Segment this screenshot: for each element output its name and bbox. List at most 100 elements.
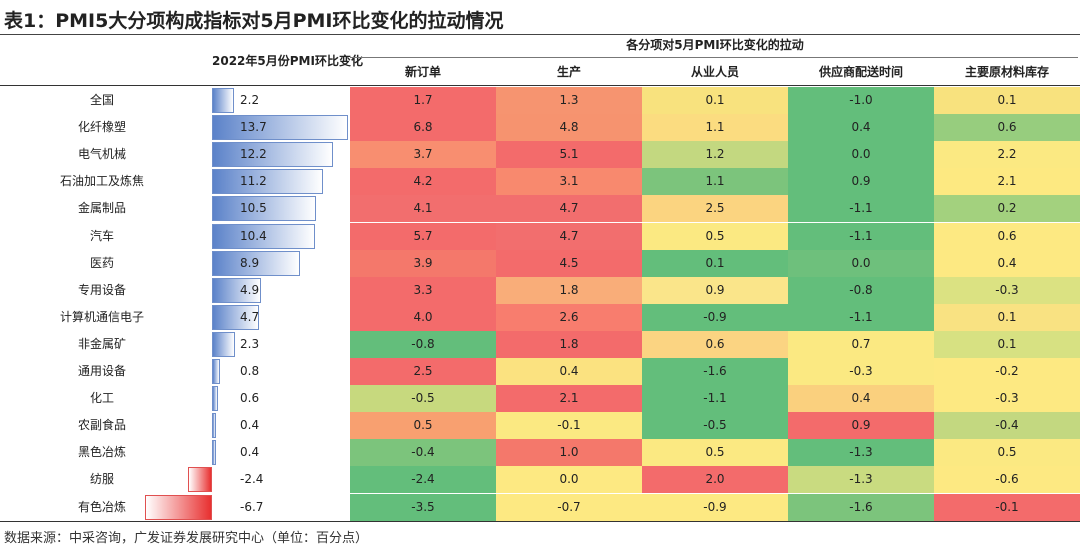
cell-new-orders: 6.8: [350, 114, 496, 142]
table-row: 黑色冶炼 0.4 -0.4 1.0 0.5 -1.3 0.5: [0, 439, 1080, 467]
cell-supplier-delivery: 0.0: [788, 141, 934, 169]
cell-raw-material-inventory: -0.3: [934, 276, 1080, 304]
row-category-label: 金属制品: [77, 201, 126, 216]
table-row: 金属制品 10.5 4.1 4.7 2.5 -1.1 0.2: [0, 195, 1080, 223]
header-divider: [0, 85, 1080, 86]
cell-supplier-delivery: 0.9: [788, 168, 934, 196]
pmi-change-bar: [188, 467, 212, 493]
cell-new-orders: -0.4: [350, 439, 496, 467]
cell-employment: -0.5: [642, 412, 788, 440]
cell-production: 1.8: [496, 330, 642, 358]
cell-production: 2.1: [496, 385, 642, 413]
pmi-change-bar: [212, 440, 216, 466]
row-category-label: 石油加工及炼焦: [59, 174, 144, 189]
cell-employment: 0.5: [642, 222, 788, 250]
cell-raw-material-inventory: 0.2: [934, 195, 1080, 223]
row-category-label: 非金属矿: [77, 336, 126, 351]
cell-employment: 0.6: [642, 330, 788, 358]
cell-supplier-delivery: 0.9: [788, 412, 934, 440]
cell-production: 4.7: [496, 222, 642, 250]
cell-raw-material-inventory: 0.6: [934, 222, 1080, 250]
pmi-change-value: 0.8: [240, 364, 260, 378]
cell-employment: 1.1: [642, 168, 788, 196]
cell-new-orders: 4.0: [350, 303, 496, 331]
pmi-change-bar: [145, 494, 212, 520]
cell-supplier-delivery: -1.1: [788, 195, 934, 223]
pmi-change-value: 8.9: [240, 255, 260, 270]
cell-raw-material-inventory: 0.1: [934, 87, 1080, 114]
cell-new-orders: 0.5: [350, 412, 496, 440]
cell-employment: -1.6: [642, 358, 788, 385]
table-row: 医药 8.9 3.9 4.5 0.1 0.0 0.4: [0, 249, 1080, 277]
cell-employment: 2.5: [642, 195, 788, 223]
cell-raw-material-inventory: 0.1: [934, 330, 1080, 358]
cell-raw-material-inventory: -0.6: [934, 466, 1080, 494]
row-category-label: 全国: [89, 93, 114, 107]
table-row: 化纤橡塑 13.7 6.8 4.8 1.1 0.4 0.6: [0, 114, 1080, 142]
pmi-change-bar: [212, 115, 348, 141]
cell-supplier-delivery: -0.3: [788, 358, 934, 385]
cell-raw-material-inventory: 2.2: [934, 141, 1080, 169]
cell-new-orders: 2.5: [350, 358, 496, 385]
cell-supplier-delivery: -1.3: [788, 439, 934, 467]
cell-new-orders: 5.7: [350, 222, 496, 250]
table-row: 农副食品 0.4 0.5 -0.1 -0.5 0.9 -0.4: [0, 412, 1080, 440]
pmi-change-value: 4.7: [240, 309, 260, 324]
row-category-label: 汽车: [89, 228, 114, 243]
cell-supplier-delivery: -1.1: [788, 222, 934, 250]
pmi-change-bar: [212, 88, 234, 113]
table-row: 专用设备 4.9 3.3 1.8 0.9 -0.8 -0.3: [0, 276, 1080, 304]
cell-supplier-delivery: 0.0: [788, 249, 934, 277]
cell-supplier-delivery: -1.1: [788, 303, 934, 331]
cell-production: -0.7: [496, 493, 642, 521]
cell-employment: 1.2: [642, 141, 788, 169]
cell-production: 1.3: [496, 87, 642, 114]
row-category-label: 专用设备: [77, 282, 126, 297]
cell-supplier-delivery: -1.0: [788, 87, 934, 114]
row-category-label: 黑色冶炼: [77, 445, 126, 460]
cell-production: -0.1: [496, 412, 642, 440]
pmi-change-value: -2.4: [240, 472, 264, 487]
pmi-change-value: 2.2: [240, 93, 260, 107]
data-source-note: 数据来源：中采咨询，广发证券发展研究中心（单位：百分点）: [4, 531, 369, 546]
cell-new-orders: -2.4: [350, 466, 496, 494]
pmi-change-bar: [212, 142, 334, 168]
contribution-super-header: 各分项对5月PMI环比变化的拉动: [626, 38, 804, 52]
pmi-change-bar: [212, 413, 216, 439]
row-category-label: 通用设备: [77, 364, 126, 378]
table-row: 纺服 -2.4 -2.4 0.0 2.0 -1.3 -0.6: [0, 466, 1080, 494]
table-row: 电气机械 12.2 3.7 5.1 1.2 0.0 2.2: [0, 141, 1080, 169]
cell-new-orders: -0.8: [350, 330, 496, 358]
cell-raw-material-inventory: 0.6: [934, 114, 1080, 142]
pmi-change-value: 2.3: [240, 336, 260, 351]
cell-production: 4.5: [496, 249, 642, 277]
cell-employment: 1.1: [642, 114, 788, 142]
cell-production: 5.1: [496, 141, 642, 169]
row-category-label: 化工: [89, 391, 114, 406]
column-header-supplier-delivery: 供应商配送时间: [818, 65, 903, 79]
cell-raw-material-inventory: 2.1: [934, 168, 1080, 196]
cell-employment: 0.1: [642, 87, 788, 114]
pmi-change-value: 4.9: [240, 282, 260, 297]
table-row: 石油加工及炼焦 11.2 4.2 3.1 1.1 0.9 2.1: [0, 168, 1080, 196]
pmi-change-value: 11.2: [240, 174, 267, 189]
cell-raw-material-inventory: -0.4: [934, 412, 1080, 440]
pmi-change-value: 12.2: [240, 147, 267, 162]
pmi-change-bar: [212, 196, 317, 222]
pmi-change-value: 0.4: [240, 445, 260, 460]
pmi-change-bar: [212, 331, 235, 357]
column-header-raw-material-inventory: 主要原材料库存: [964, 65, 1049, 79]
pmi-change-value: 10.4: [240, 228, 267, 243]
cell-supplier-delivery: -1.3: [788, 466, 934, 494]
table-row: 计算机通信电子 4.7 4.0 2.6 -0.9 -1.1 0.1: [0, 303, 1080, 331]
pmi-change-bar: [212, 277, 261, 303]
table-row: 化工 0.6 -0.5 2.1 -1.1 0.4 -0.3: [0, 385, 1080, 413]
pmi-change-header: 2022年5月份PMI环比变化: [212, 54, 363, 68]
cell-production: 0.0: [496, 466, 642, 494]
cell-employment: 2.0: [642, 466, 788, 494]
super-header-divider: [350, 57, 1078, 58]
cell-new-orders: 3.3: [350, 276, 496, 304]
cell-raw-material-inventory: 0.1: [934, 303, 1080, 331]
cell-production: 4.8: [496, 114, 642, 142]
cell-employment: -0.9: [642, 493, 788, 521]
